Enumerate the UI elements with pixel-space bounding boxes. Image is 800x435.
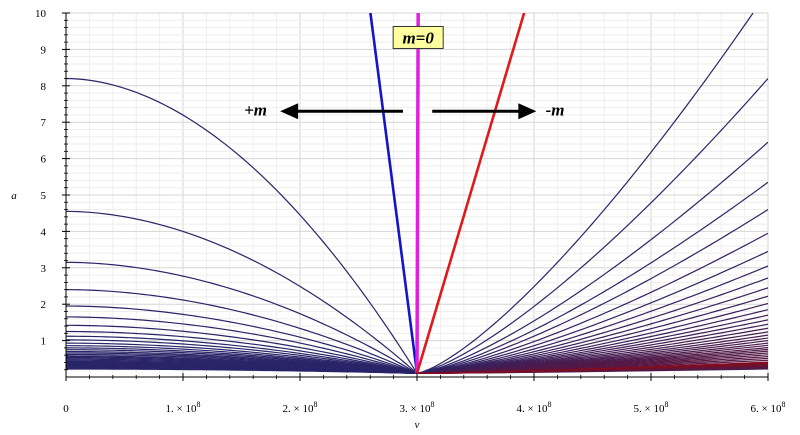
y-axis-label: a [11, 190, 17, 202]
x-tick-label: 4. × 108 [517, 400, 552, 415]
x-axis-label: v [415, 419, 420, 431]
annotation-arrow-head [280, 103, 299, 120]
right-curve [416, 141, 768, 374]
x-tick-label: 0 [63, 403, 69, 415]
y-tick-label: 9 [41, 44, 47, 56]
y-tick-label: 7 [41, 117, 47, 129]
annotation-label-minus-m: -m [546, 100, 565, 119]
y-tick-label: 5 [41, 190, 47, 202]
x-tick-exponent: 8 [196, 400, 200, 409]
special-line-blue [369, 13, 419, 374]
y-tick-label: 6 [41, 154, 47, 166]
y-tick-label: 3 [41, 263, 47, 275]
special-line-red [415, 13, 526, 374]
left-curve [66, 339, 418, 374]
special-lines [369, 13, 526, 374]
left-curve [66, 210, 418, 374]
left-curve [66, 261, 418, 374]
right-curve [416, 13, 754, 374]
right-curve-family [416, 13, 768, 374]
x-tick-exponent: 8 [547, 400, 551, 409]
left-curve-family [66, 77, 418, 374]
right-curve [416, 277, 768, 374]
x-tick-mantissa: 0 [63, 403, 69, 415]
right-curve [416, 181, 768, 374]
left-curve-dense [66, 361, 418, 374]
right-curve [416, 287, 768, 374]
x-tick-mantissa: 6. × 10 [751, 403, 782, 415]
annotations: m=0 +m -m [244, 25, 565, 120]
left-curve [66, 77, 418, 374]
x-tick-exponent: 8 [781, 400, 785, 409]
y-tick-label: 4 [41, 226, 47, 238]
x-tick-label: 3. × 108 [400, 400, 435, 415]
y-tick-label: 1 [41, 336, 47, 348]
y-tick-label: 10 [35, 8, 47, 20]
annotation-label-m-zero: m=0 [402, 28, 434, 47]
x-tick-label: 5. × 108 [634, 400, 669, 415]
x-tick-mantissa: 1. × 10 [166, 403, 197, 415]
x-tick-mantissa: 5. × 10 [634, 403, 665, 415]
right-curve-dense [416, 361, 768, 374]
left-curve [66, 345, 418, 374]
left-curve [66, 330, 418, 374]
x-tick-exponent: 8 [430, 400, 434, 409]
x-tick-label: 1. × 108 [166, 400, 201, 415]
x-tick-mantissa: 4. × 10 [517, 403, 548, 415]
x-tick-label: 6. × 108 [751, 400, 786, 415]
left-curve [66, 305, 418, 374]
right-curve [416, 295, 768, 374]
right-curve [416, 250, 768, 374]
left-curve [66, 324, 418, 374]
right-curve [416, 232, 768, 374]
x-tick-exponent: 8 [313, 400, 317, 409]
x-tick-exponent: 8 [664, 400, 668, 409]
right-curve [416, 209, 768, 374]
annotation-label-plus-m: +m [244, 100, 267, 119]
x-tick-mantissa: 3. × 10 [400, 403, 431, 415]
left-curve [66, 289, 418, 374]
special-line-magenta [415, 13, 420, 374]
left-curve [66, 342, 418, 374]
annotation-arrow-head [518, 103, 537, 120]
y-tick-label: 8 [41, 81, 47, 93]
annotation-box [392, 25, 444, 49]
right-curve [416, 78, 768, 374]
y-tick-label: 2 [41, 299, 47, 311]
right-curve [416, 265, 768, 374]
left-curve [66, 316, 418, 374]
x-tick-mantissa: 2. × 10 [283, 403, 314, 415]
x-tick-label: 2. × 108 [283, 400, 318, 415]
left-curve [66, 335, 418, 374]
